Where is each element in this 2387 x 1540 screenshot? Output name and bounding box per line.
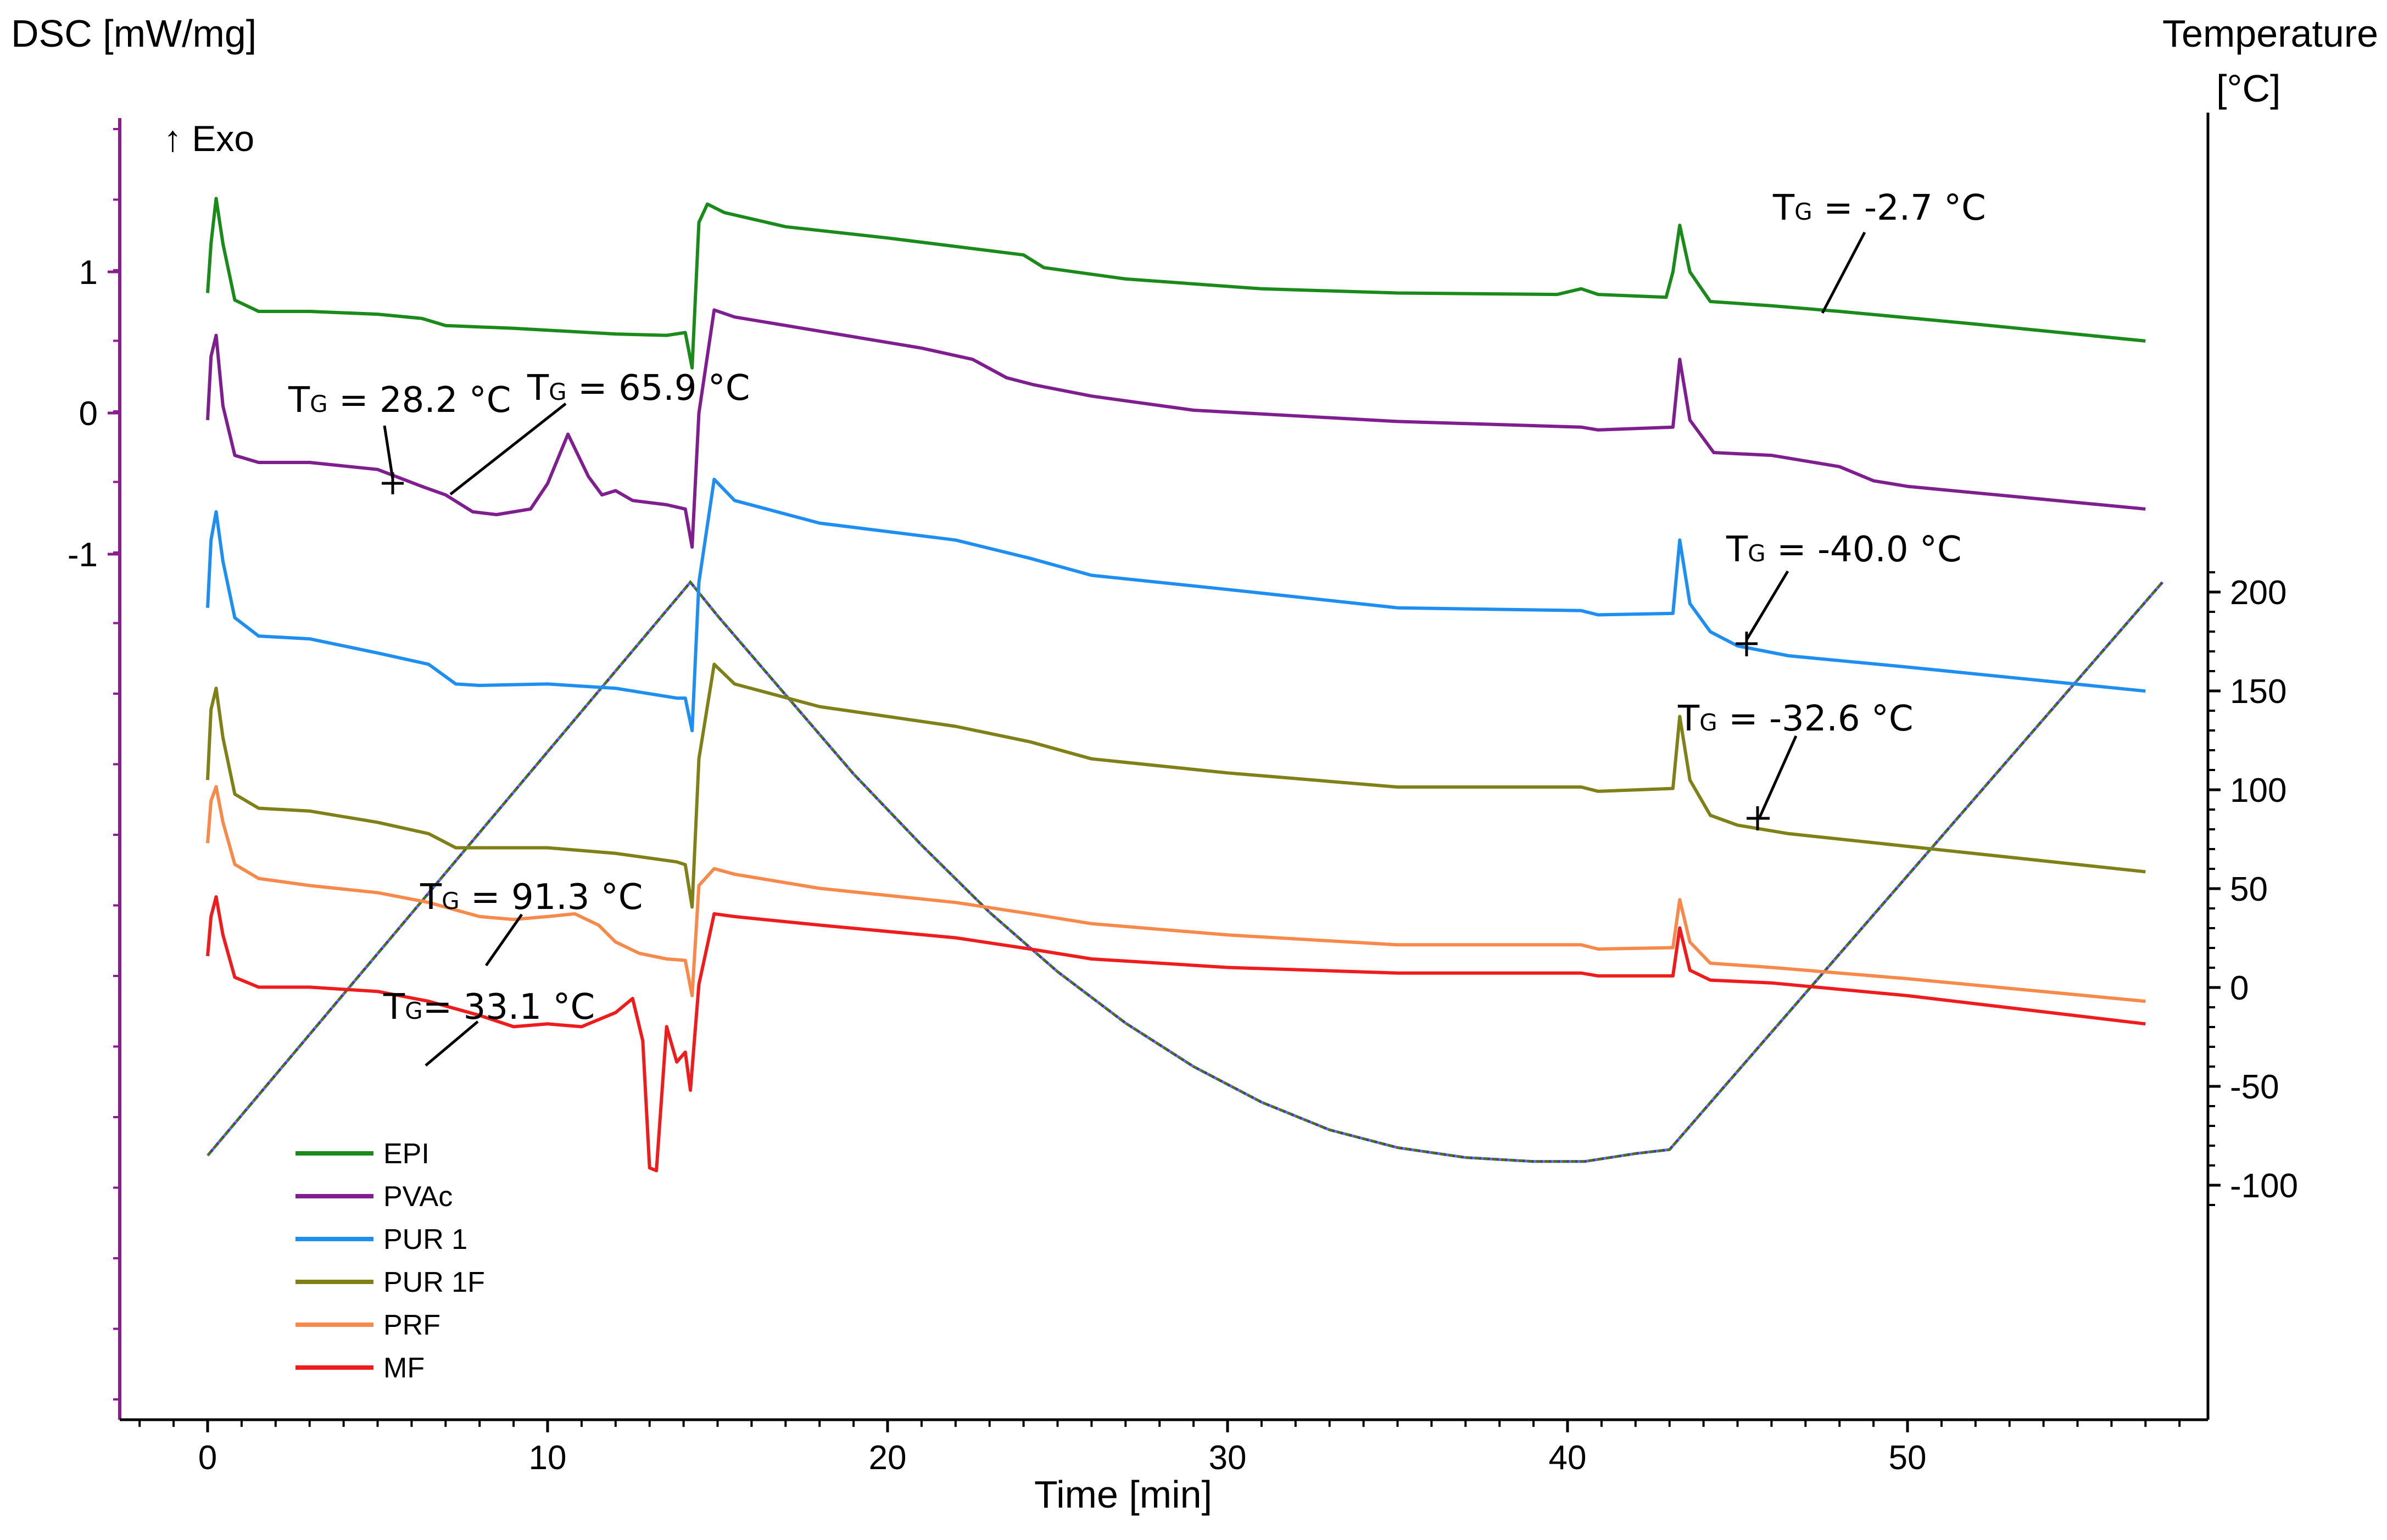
y-right-tick-label: -50 [2230,1068,2279,1106]
y-left-tick-label: 1 [79,254,98,292]
x-tick-label: 50 [1889,1439,1927,1477]
annotation-marker-pur1 [1736,632,1758,656]
annotation-pur1f: TG = -32.6 °C [1677,699,1914,739]
x-tick-label: 30 [1209,1439,1247,1477]
annotation-marker-pvac [382,472,404,494]
y-left-tick-label: 0 [79,395,98,433]
exo-label: ↑ Exo [164,118,254,159]
temperature-curves [207,580,2164,1163]
annotation-texts: TG = -2.7 °C TG = 28.2 °C TG = 65.9 °C T… [288,188,1986,1028]
y-axis-left-label: DSC [mW/mg] [11,12,256,55]
y-axis-right-label: Temperature [2162,12,2378,55]
series-line-pur-1f [206,662,2146,909]
legend-label: MF [383,1352,425,1384]
annotation-pvac-2: TG = 65.9 °C [527,368,750,409]
series-line-prf [206,785,2146,1003]
temperature-curve [207,580,2164,1163]
dsc-curves [206,197,2146,1173]
legend-label: PUR 1 [383,1224,467,1256]
legend-label: PUR 1F [383,1266,485,1298]
y-axis-right-unit: [°C] [2216,67,2280,110]
y-right-tick-label: 150 [2230,673,2286,711]
legend-label: EPI [383,1138,430,1170]
temperature-curve [207,580,2164,1163]
annotation-pvac-1: TG = 28.2 °C [288,380,511,421]
x-ticks: 0 10 20 30 40 50 [138,1420,2181,1477]
annotations [382,231,1866,1067]
annotation-prf: TG = 91.3 °C [420,877,643,918]
temperature-curve [207,580,2164,1163]
y-right-tick-label: -100 [2230,1167,2298,1205]
x-tick-label: 20 [869,1439,907,1477]
x-tick-label: 10 [529,1439,567,1477]
annotation-leader-pur1f [1758,735,1798,819]
series-line-mf [206,895,2146,1173]
annotation-marker-pur1f [1747,806,1770,830]
y-right-tick-label: 100 [2230,772,2286,810]
legend-label: PVAc [383,1181,453,1213]
annotation-epi: TG = -2.7 °C [1772,188,1986,228]
x-tick-label: 0 [198,1439,217,1477]
annotation-pur1: TG = -40.0 °C [1726,529,1962,570]
annotation-leader-prf [484,913,523,967]
y-right-tick-label: 50 [2230,871,2268,908]
x-tick-label: 40 [1549,1439,1587,1477]
series-line-pur-1 [206,477,2146,733]
legend-label: PRF [383,1309,440,1341]
temperature-curve [207,580,2164,1163]
y-right-tick-label: 200 [2230,574,2286,612]
annotation-leader-epi [1821,231,1866,314]
y-right-tick-label: 0 [2230,969,2249,1007]
x-axis-label: Time [min] [1034,1473,1212,1516]
legend: EPI PVAc PUR 1 PUR 1F PRF MF [295,1138,485,1384]
series-line-epi [206,197,2146,370]
annotation-leader-pvac-1 [383,425,394,479]
series-line-pvac [206,308,2146,549]
annotation-leader-pvac-2 [449,403,567,495]
annotation-mf: TG= 33.1 °C [383,987,595,1028]
y-left-tick-label: -1 [68,536,98,574]
y-right-ticks: 200 150 100 50 0 -50 -100 [2208,571,2298,1206]
y-left-ticks: 1 0 -1 [68,128,120,1400]
annotation-leader-mf [425,1020,479,1067]
annotation-leader-pur1 [1745,570,1789,641]
